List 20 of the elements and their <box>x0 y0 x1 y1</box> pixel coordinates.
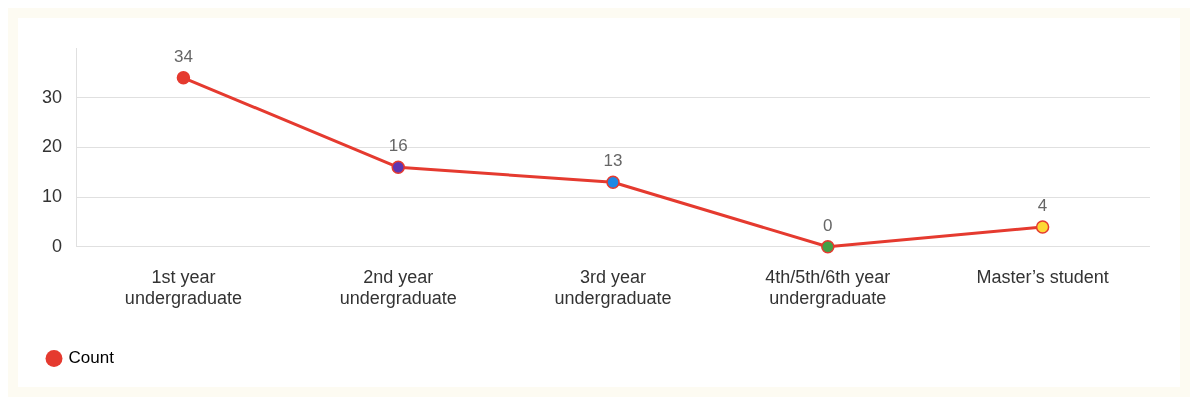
point <box>606 175 620 189</box>
point <box>176 71 191 85</box>
x-tick-label: 3rd year undergraduate <box>554 266 672 309</box>
x-tick-label: Master’s student <box>976 266 1109 287</box>
y-tick-label: 20 <box>41 136 63 157</box>
data-label: 4 <box>1037 196 1048 216</box>
y-tick-label: 0 <box>52 235 63 256</box>
data-label: 0 <box>823 215 833 235</box>
point <box>1035 220 1050 234</box>
point <box>391 160 405 175</box>
x-tick-label: 2nd year undergraduate <box>339 266 457 309</box>
x-tick-label: 4th/5th/6th year undergraduate <box>765 266 891 309</box>
point <box>821 240 835 254</box>
legend-label: Count <box>68 348 115 368</box>
y-tick-label: 10 <box>41 186 63 207</box>
y-tick-label: 30 <box>41 86 63 107</box>
data-label: 16 <box>388 136 408 156</box>
data-label: 34 <box>173 47 193 67</box>
data-label: 13 <box>603 151 623 171</box>
x-tick-label: 1st year undergraduate <box>124 266 242 309</box>
